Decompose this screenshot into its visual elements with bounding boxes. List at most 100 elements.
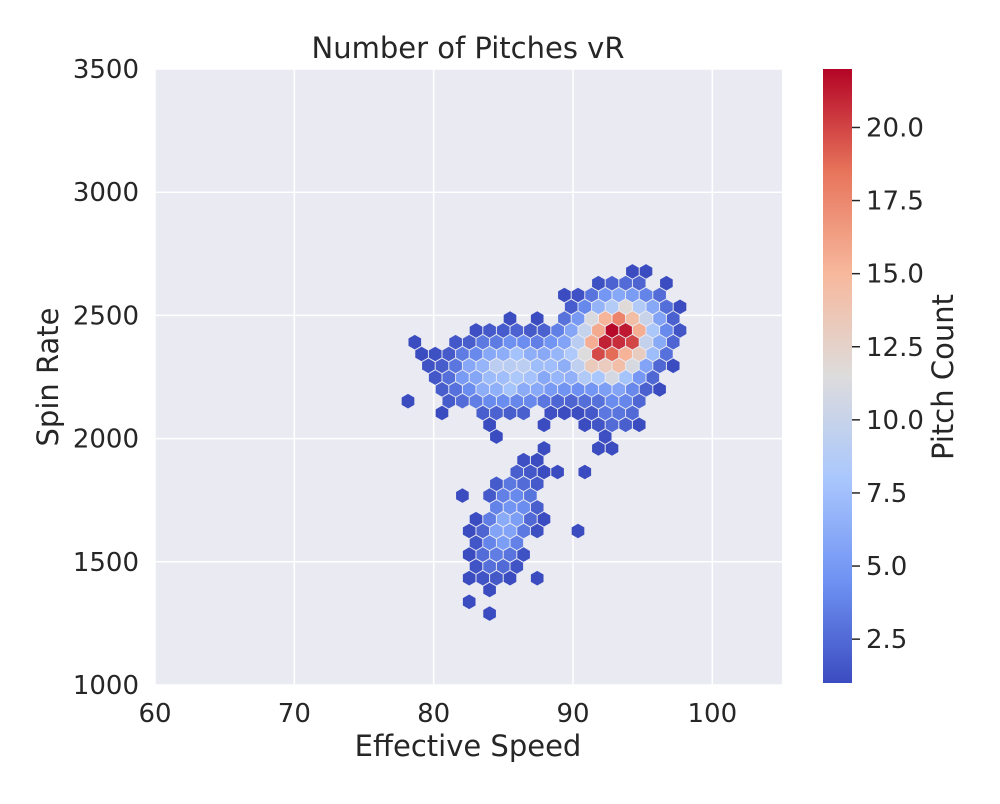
- hex-cell-64: [626, 334, 639, 350]
- hex-cell-18: [605, 299, 619, 315]
- hex-cell-163: [585, 405, 598, 421]
- hex-cell-195: [510, 511, 524, 527]
- colorbar-tick-label-0: 2.5: [866, 625, 907, 655]
- hex-cell-77: [537, 346, 551, 362]
- hex-cell-122: [646, 370, 660, 385]
- hex-cell-225: [537, 441, 551, 456]
- hex-cell-85: [646, 346, 660, 362]
- hex-cell-228: [605, 441, 619, 456]
- hex-cell-129: [517, 382, 530, 397]
- hex-cell-118: [592, 370, 605, 385]
- hex-cell-194: [496, 511, 510, 527]
- hex-cell-106: [428, 370, 442, 385]
- hex-cell-48: [646, 323, 660, 338]
- x-tick-label-0: 60: [138, 699, 171, 729]
- hex-cell-150: [578, 393, 592, 409]
- hex-cell-154: [632, 393, 646, 409]
- hex-cell-212: [517, 547, 530, 562]
- hex-cell-25: [530, 311, 544, 326]
- hex-cell-175: [517, 452, 530, 468]
- hex-cell-218: [476, 570, 490, 586]
- hex-cell-204: [469, 535, 483, 551]
- hex-cell-119: [605, 370, 619, 385]
- hex-cell-223: [483, 606, 496, 621]
- x-tick-label-1: 70: [278, 699, 311, 729]
- hex-cell-210: [490, 547, 503, 562]
- hex-cell-226: [571, 523, 585, 539]
- colorbar-tick-label-1: 5.0: [866, 552, 907, 582]
- hex-cell-23: [673, 299, 687, 315]
- hex-cell-111: [496, 370, 510, 385]
- hex-cell-24: [503, 311, 517, 326]
- axes: 60 70 80 90 100 1000 1500 2000 2500 3000 3500: [73, 55, 737, 729]
- hex-cell-8: [571, 287, 585, 303]
- hex-cell-190: [517, 500, 530, 515]
- hex-cell-124: [449, 382, 462, 397]
- hex-cell-104: [653, 358, 666, 374]
- hex-cell-181: [503, 476, 517, 492]
- hex-cell-53: [476, 334, 490, 350]
- hex-cell-3: [605, 275, 619, 291]
- hex-cell-20: [632, 299, 646, 315]
- hex-cell-59: [558, 334, 571, 350]
- hex-cell-107: [442, 370, 456, 385]
- hex-cell-69: [428, 346, 442, 362]
- hex-cell-184: [483, 488, 496, 503]
- hex-cell-211: [503, 547, 517, 562]
- hex-cell-136: [612, 382, 626, 397]
- hex-cell-67: [666, 334, 680, 350]
- hex-cell-56: [517, 334, 530, 350]
- hex-cell-216: [510, 559, 524, 574]
- hex-cell-125: [462, 382, 476, 397]
- colorbar-tick-label-2: 7.5: [866, 479, 907, 509]
- y-tick-label-2: 2000: [73, 425, 139, 455]
- hex-cell-110: [483, 370, 496, 385]
- hex-cell-151: [592, 393, 605, 409]
- hex-cell-50: [673, 323, 687, 338]
- hex-cell-22: [660, 299, 673, 315]
- hex-cell-5: [632, 275, 646, 291]
- hex-cell-219: [490, 570, 503, 586]
- hex-cell-161: [558, 405, 571, 421]
- hex-cell-221: [483, 582, 496, 598]
- hex-cell-27: [571, 311, 585, 326]
- colorbar: [823, 69, 852, 683]
- hex-cell-86: [660, 346, 673, 362]
- hex-cell-11: [612, 287, 626, 303]
- hex-cell-145: [510, 393, 524, 409]
- hex-cell-47: [632, 323, 646, 338]
- hex-cell-148: [551, 393, 564, 409]
- hex-cell-206: [496, 535, 510, 551]
- hex-cell-217: [462, 570, 476, 586]
- hex-cell-198: [462, 523, 476, 539]
- hex-cell-89: [449, 358, 462, 374]
- hex-cell-187: [524, 488, 537, 503]
- hex-cell-16: [578, 299, 592, 315]
- x-tick-label-4: 100: [688, 699, 738, 729]
- hex-cell-160: [544, 405, 558, 421]
- hex-cell-97: [558, 358, 571, 374]
- hex-cell-30: [612, 311, 626, 326]
- hex-cell-215: [496, 559, 510, 574]
- hex-cell-172: [619, 417, 632, 433]
- hex-cell-205: [483, 535, 496, 551]
- hex-cell-38: [510, 323, 524, 338]
- hex-cell-137: [626, 382, 639, 397]
- hex-cell-117: [578, 370, 592, 385]
- hex-cell-82: [605, 346, 619, 362]
- hex-cell-112: [510, 370, 524, 385]
- hex-cell-149: [564, 393, 578, 409]
- hex-cell-220: [503, 570, 517, 586]
- hex-cell-72: [469, 346, 483, 362]
- hex-cell-141: [456, 393, 469, 409]
- hex-cell-95: [530, 358, 544, 374]
- hex-cell-37: [496, 323, 510, 338]
- hex-cell-209: [476, 547, 490, 562]
- hex-cell-224: [490, 429, 503, 444]
- hex-cell-192: [469, 511, 483, 527]
- hex-cell-196: [524, 511, 537, 527]
- chart-title: Number of Pitches vR: [312, 31, 625, 65]
- y-tick-label-3: 2500: [73, 301, 139, 331]
- hex-cell-52: [462, 334, 476, 350]
